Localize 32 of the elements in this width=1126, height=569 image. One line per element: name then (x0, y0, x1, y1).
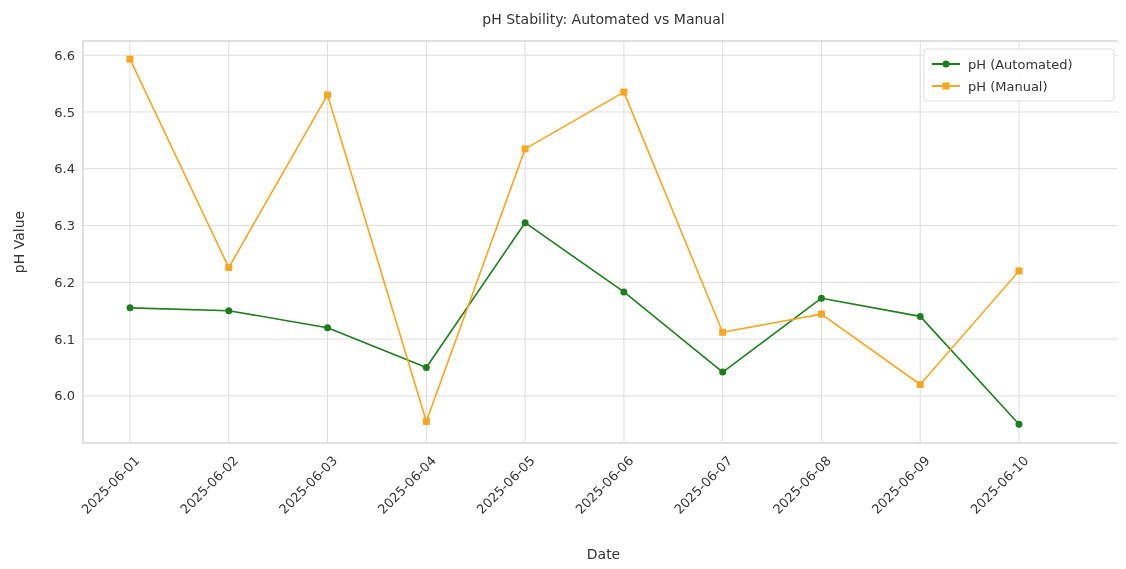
y-axis-title: pH Value (11, 210, 27, 274)
y-tick-label: 6.3 (54, 218, 75, 234)
point (422, 417, 430, 425)
point (225, 264, 233, 272)
legend-label: pH (Automated) (968, 56, 1073, 72)
point (1015, 267, 1023, 275)
point (225, 307, 233, 315)
x-axis-title: Date (586, 546, 621, 562)
point (916, 312, 924, 320)
point (521, 219, 529, 227)
legend-label: pH (Manual) (968, 78, 1048, 94)
point (126, 304, 134, 312)
point (521, 145, 529, 153)
point (817, 294, 825, 302)
point (324, 324, 332, 332)
chart-title: pH Stability: Automated vs Manual (482, 11, 725, 27)
point (324, 91, 332, 99)
y-tick-label: 6.0 (54, 388, 75, 404)
point (422, 363, 430, 371)
y-tick-label: 6.2 (54, 274, 75, 290)
point (620, 288, 628, 296)
point (620, 88, 628, 96)
y-tick-label: 6.4 (54, 161, 75, 177)
point (1015, 420, 1023, 428)
y-tick-label: 6.5 (54, 104, 75, 120)
y-tick-label: 6.6 (54, 47, 75, 63)
point (126, 55, 134, 63)
point (916, 381, 924, 389)
point (719, 368, 727, 376)
point (719, 328, 727, 336)
y-tick-label: 6.1 (54, 331, 75, 347)
point (817, 310, 825, 318)
